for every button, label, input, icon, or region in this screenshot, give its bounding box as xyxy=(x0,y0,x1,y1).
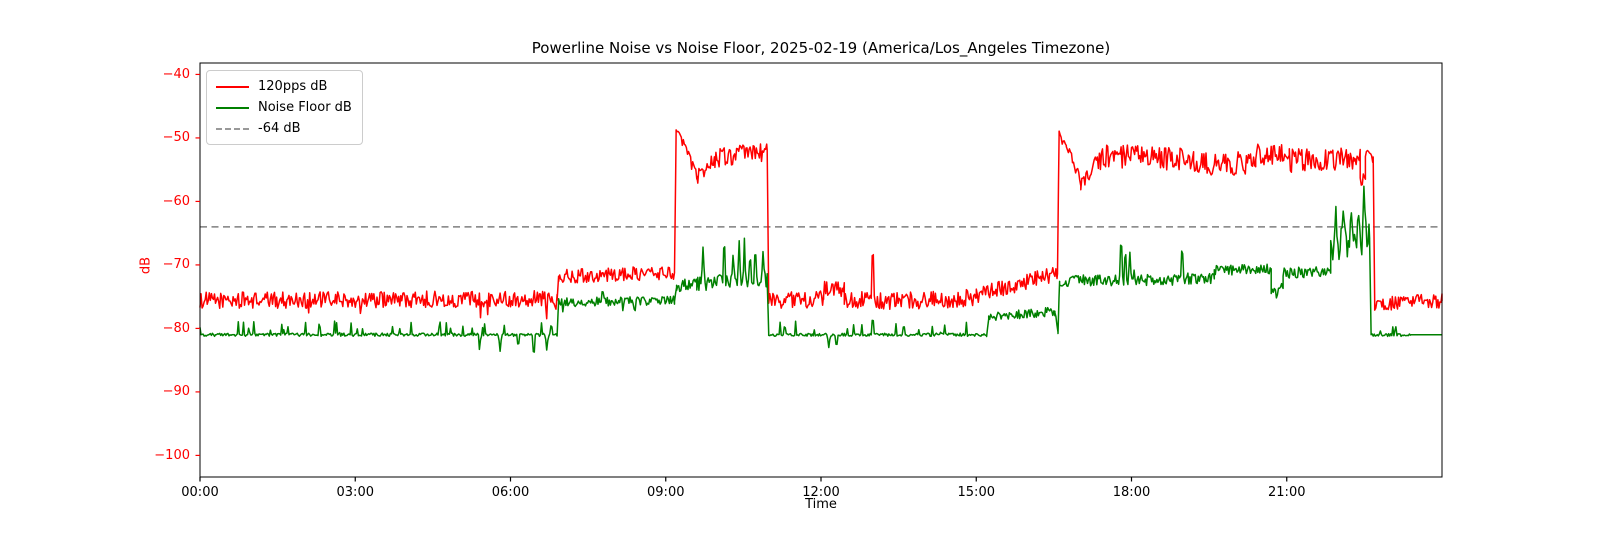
legend: 120pps dB Noise Floor dB -64 dB xyxy=(206,70,363,145)
legend-label: Noise Floor dB xyxy=(258,100,352,115)
x-tick-label: 06:00 xyxy=(491,485,530,500)
y-tick-label: −100 xyxy=(154,447,190,463)
y-tick-label: −70 xyxy=(162,257,190,273)
legend-label: 120pps dB xyxy=(258,79,328,94)
x-tick-label: 21:00 xyxy=(1268,485,1306,500)
x-tick-label: 18:00 xyxy=(1112,485,1151,500)
legend-line-sample xyxy=(216,85,249,88)
x-tick-label: 12:00 xyxy=(802,485,840,500)
chart-title: Powerline Noise vs Noise Floor, 2025-02-… xyxy=(531,39,1111,57)
y-tick-label: −80 xyxy=(162,320,190,336)
y-tick-label: −50 xyxy=(162,130,190,146)
x-axis-label: Time xyxy=(805,497,837,512)
series-line-1 xyxy=(199,185,1442,353)
legend-item: 120pps dB xyxy=(216,76,352,97)
x-tick-label: 03:00 xyxy=(336,485,374,500)
y-tick-label: −40 xyxy=(162,66,190,82)
legend-line-sample xyxy=(216,106,249,109)
x-tick-label: 00:00 xyxy=(181,485,219,500)
y-tick-label: −90 xyxy=(162,384,190,400)
legend-item: Noise Floor dB xyxy=(216,97,352,118)
x-tick-label: 15:00 xyxy=(957,485,995,500)
legend-item: -64 dB xyxy=(216,118,352,139)
y-tick-label: −60 xyxy=(162,193,190,209)
legend-line-sample xyxy=(216,127,249,130)
x-tick-label: 09:00 xyxy=(647,485,685,500)
legend-label: -64 dB xyxy=(258,121,301,136)
series-line-0 xyxy=(199,129,1443,320)
